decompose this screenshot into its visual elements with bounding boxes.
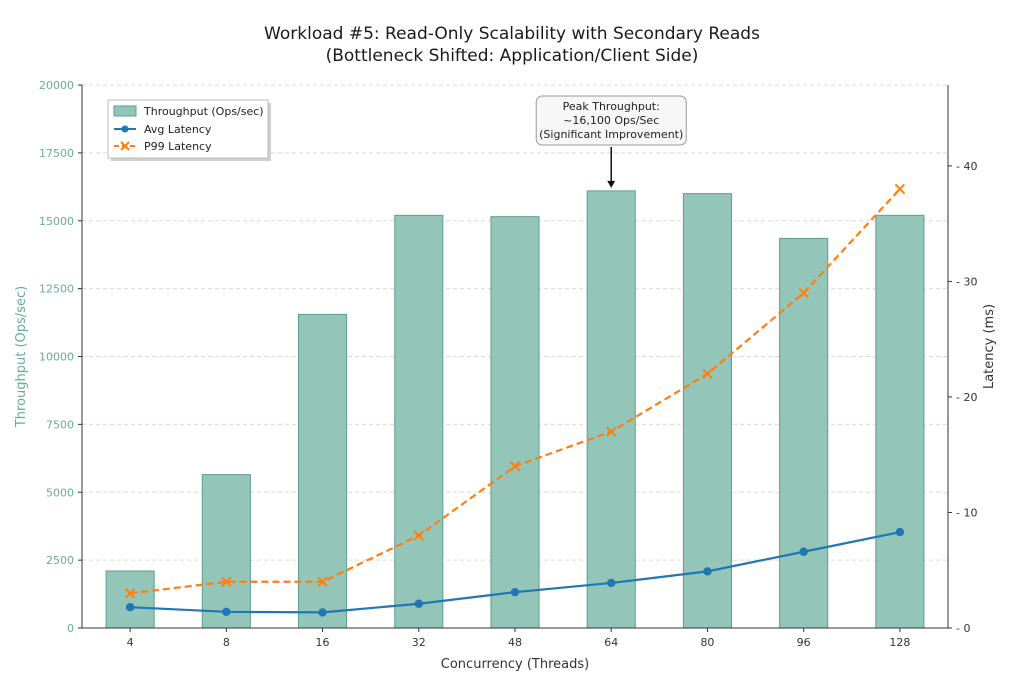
throughput-bar	[586, 190, 636, 629]
legend-swatch-throughput	[113, 105, 137, 117]
chart-title: Workload #5: Read-Only Scalability with …	[264, 24, 760, 44]
p99-latency-point	[221, 576, 232, 587]
avg-latency-point	[414, 599, 423, 608]
throughput-bar	[490, 216, 540, 629]
x-tick-label: 8	[223, 636, 230, 649]
right-tick-label: - 40	[956, 160, 977, 173]
p99-latency-point	[413, 530, 424, 541]
legend-label-throughput: Throughput (Ops/sec)	[143, 105, 264, 118]
legend-marker-p99	[120, 141, 130, 151]
axes: 0 2500 5000 7500 10000 12500 15000 17500 20000 - …	[14, 79, 997, 672]
throughput-bar	[875, 214, 925, 629]
avg-latency-point	[895, 527, 905, 537]
left-tick-label: 2500	[46, 554, 74, 567]
legend-label-avg: Avg Latency	[144, 123, 212, 136]
x-axis-label: Concurrency (Threads)	[441, 657, 589, 672]
avg-latency-point	[799, 547, 808, 556]
left-tick-label: 20000	[39, 79, 74, 92]
p99-latency-point	[798, 287, 809, 299]
p99-latency-point	[894, 183, 906, 195]
annotation-box	[535, 95, 687, 146]
legend-marker-avg	[121, 125, 129, 133]
avg-latency-point	[510, 587, 520, 597]
legend-label-p99: P99 Latency	[144, 140, 212, 153]
chart-subtitle: (Bottleneck Shifted: Application/Client …	[325, 46, 699, 66]
left-tick-label: 0	[67, 622, 74, 635]
right-tick-label: - 30	[956, 275, 977, 288]
right-tick-label: - 10	[956, 506, 977, 519]
left-tick-label: 7500	[46, 418, 74, 431]
x-tick-label: 80	[700, 636, 714, 649]
throughput-bar	[779, 237, 829, 629]
left-tick-label: 10000	[39, 351, 74, 364]
p99-latency-point	[124, 588, 136, 599]
p99-latency-point	[509, 461, 521, 472]
x-tick-label: 48	[508, 636, 522, 649]
left-tick-label: 12500	[39, 283, 74, 296]
throughput-bar	[682, 193, 733, 629]
legend: Throughput (Ops/sec) Avg Latency P99 Laten…	[107, 99, 271, 161]
avg-latency-point	[318, 608, 327, 617]
x-tick-label: 4	[127, 636, 134, 649]
left-tick-label: 17500	[39, 147, 74, 160]
annotation-line: Peak Throughput:	[563, 100, 660, 113]
left-tick-label: 5000	[46, 486, 74, 499]
left-tick-label: 15000	[39, 215, 74, 228]
p99-latency-point	[606, 426, 617, 437]
throughput-bar	[201, 474, 251, 629]
x-tick-label: 96	[797, 636, 811, 649]
x-tick-label: 32	[412, 636, 426, 649]
p99-latency-point	[317, 576, 328, 587]
avg-latency-point	[125, 603, 135, 612]
avg-latency-point	[222, 607, 231, 617]
avg-latency-point	[703, 567, 712, 576]
x-tick-label: 64	[604, 636, 618, 649]
x-tick-label: 128	[889, 636, 910, 649]
throughput-bar	[394, 214, 444, 629]
right-tick-label: - 20	[956, 391, 977, 404]
annotation-line: (Significant Improvement)	[539, 128, 683, 141]
y-axis-label-right: Latency (ms)	[982, 304, 997, 389]
right-tick-label: - 0	[956, 622, 970, 635]
y-axis-label-left: Throughput (Ops/sec)	[14, 286, 29, 428]
peak-annotation: Peak Throughput:~16,100 Ops/Sec(Signific…	[535, 95, 687, 188]
throughput-bar	[105, 570, 155, 629]
throughput-bars	[105, 190, 925, 629]
annotation-arrow-head	[607, 180, 616, 188]
avg-latency-point	[607, 578, 616, 588]
x-tick-label: 16	[316, 636, 330, 649]
annotation-line: ~16,100 Ops/Sec	[563, 114, 659, 127]
latency-lines	[124, 183, 906, 617]
p99-latency-point	[702, 368, 713, 380]
